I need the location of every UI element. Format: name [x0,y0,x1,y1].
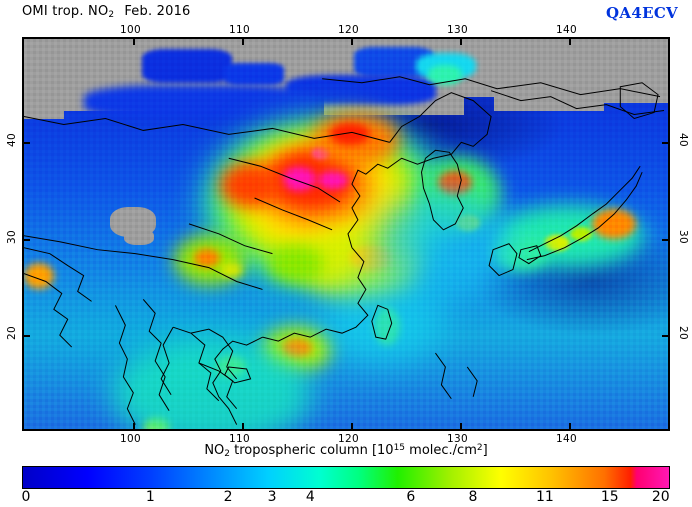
plume-prd-core [282,339,312,357]
axis-tick-right [662,239,668,241]
axis-label-lon-bottom: 140 [556,433,577,445]
colorbar-tick: 3 [267,489,277,505]
axis-tick-top [242,39,244,45]
axis-label-lat-left: 20 [5,326,18,340]
colorbar-tick: 15 [600,489,619,505]
axis-label-lon-top: 110 [229,24,250,36]
axis-tick-left [24,335,30,337]
plume-indochina-diffuse [112,339,312,429]
colorbar-tick-labels: 0 1 2 3 4 6 8 11 15 20 [0,489,692,507]
plume-core-magenta [318,171,348,189]
colorbar-gradient [23,467,669,488]
plume-wuhan [268,245,324,283]
colorbar-tick: 2 [223,489,233,505]
nodata-region [124,229,154,245]
axis-label-lon-bottom: 120 [338,433,359,445]
plume-patch [224,63,284,85]
map-panel [22,37,670,431]
colorbar-tick: 8 [468,489,478,505]
axis-label-lon-bottom: 100 [120,433,141,445]
plume-osaka-core [544,235,570,251]
nodata-region [24,85,64,119]
title-subscript: 2 [108,10,115,20]
plume-ocean-outflow [324,275,444,365]
axis-label-lat-left: 30 [5,230,18,244]
axis-tick-top [569,39,571,45]
plume-patch [142,49,232,83]
axis-label-lon-top: 120 [338,24,359,36]
retrieval-noise-overlay [24,39,668,429]
coastline-overlay [24,39,668,429]
axis-tick-bottom [569,423,571,429]
plume-bengal [24,263,54,289]
axis-tick-right [662,142,668,144]
plume-patch [84,85,314,119]
nodata-region [494,89,604,111]
colorbar-title: NO2 tropospheric column [1015 molec./cm2… [204,443,488,459]
qa4ecv-logo: QA4ECV [606,4,678,22]
axis-tick-left [24,239,30,241]
axis-label-lat-right: 20 [676,326,689,340]
map-raster [24,39,668,429]
axis-tick-right [662,335,668,337]
axis-tick-bottom [133,423,135,429]
axis-tick-left [24,142,30,144]
title-period: Feb. 2016 [124,4,191,19]
page-title: OMI trop. NO2 Feb. 2016 [22,4,191,20]
axis-tick-bottom [351,423,353,429]
axis-tick-top [133,39,135,45]
colorbar [22,466,670,489]
plume-chongqing [220,263,242,277]
axis-label-lon-top: 140 [556,24,577,36]
plume-nagoya-core [570,227,592,241]
colorbar-tick: 11 [536,489,554,505]
plume-patch [428,65,462,85]
axis-label-lat-right: 30 [676,230,689,244]
title-species: OMI trop. NO [22,4,109,19]
axis-label-lon-bottom: 130 [447,433,468,445]
axis-label-lat-left: 40 [5,133,18,147]
axis-label-lon-top: 130 [447,24,468,36]
colorbar-tick: 0 [21,489,31,505]
plume-core-magenta [282,167,316,191]
colorbar-tick: 20 [651,489,670,505]
axis-tick-top [351,39,353,45]
axis-tick-top [460,39,462,45]
plume-chengdu-core [194,249,220,267]
axis-label-lon-top: 100 [120,24,141,36]
axis-label-lat-right: 40 [676,133,689,147]
colorbar-tick: 6 [406,489,416,505]
colorbar-tick: 4 [305,489,315,505]
axis-tick-bottom [460,423,462,429]
plume-beijing-core [330,123,370,145]
colorbar-tick: 1 [145,489,155,505]
axis-label-lon-bottom: 110 [229,433,250,445]
axis-tick-bottom [242,423,244,429]
